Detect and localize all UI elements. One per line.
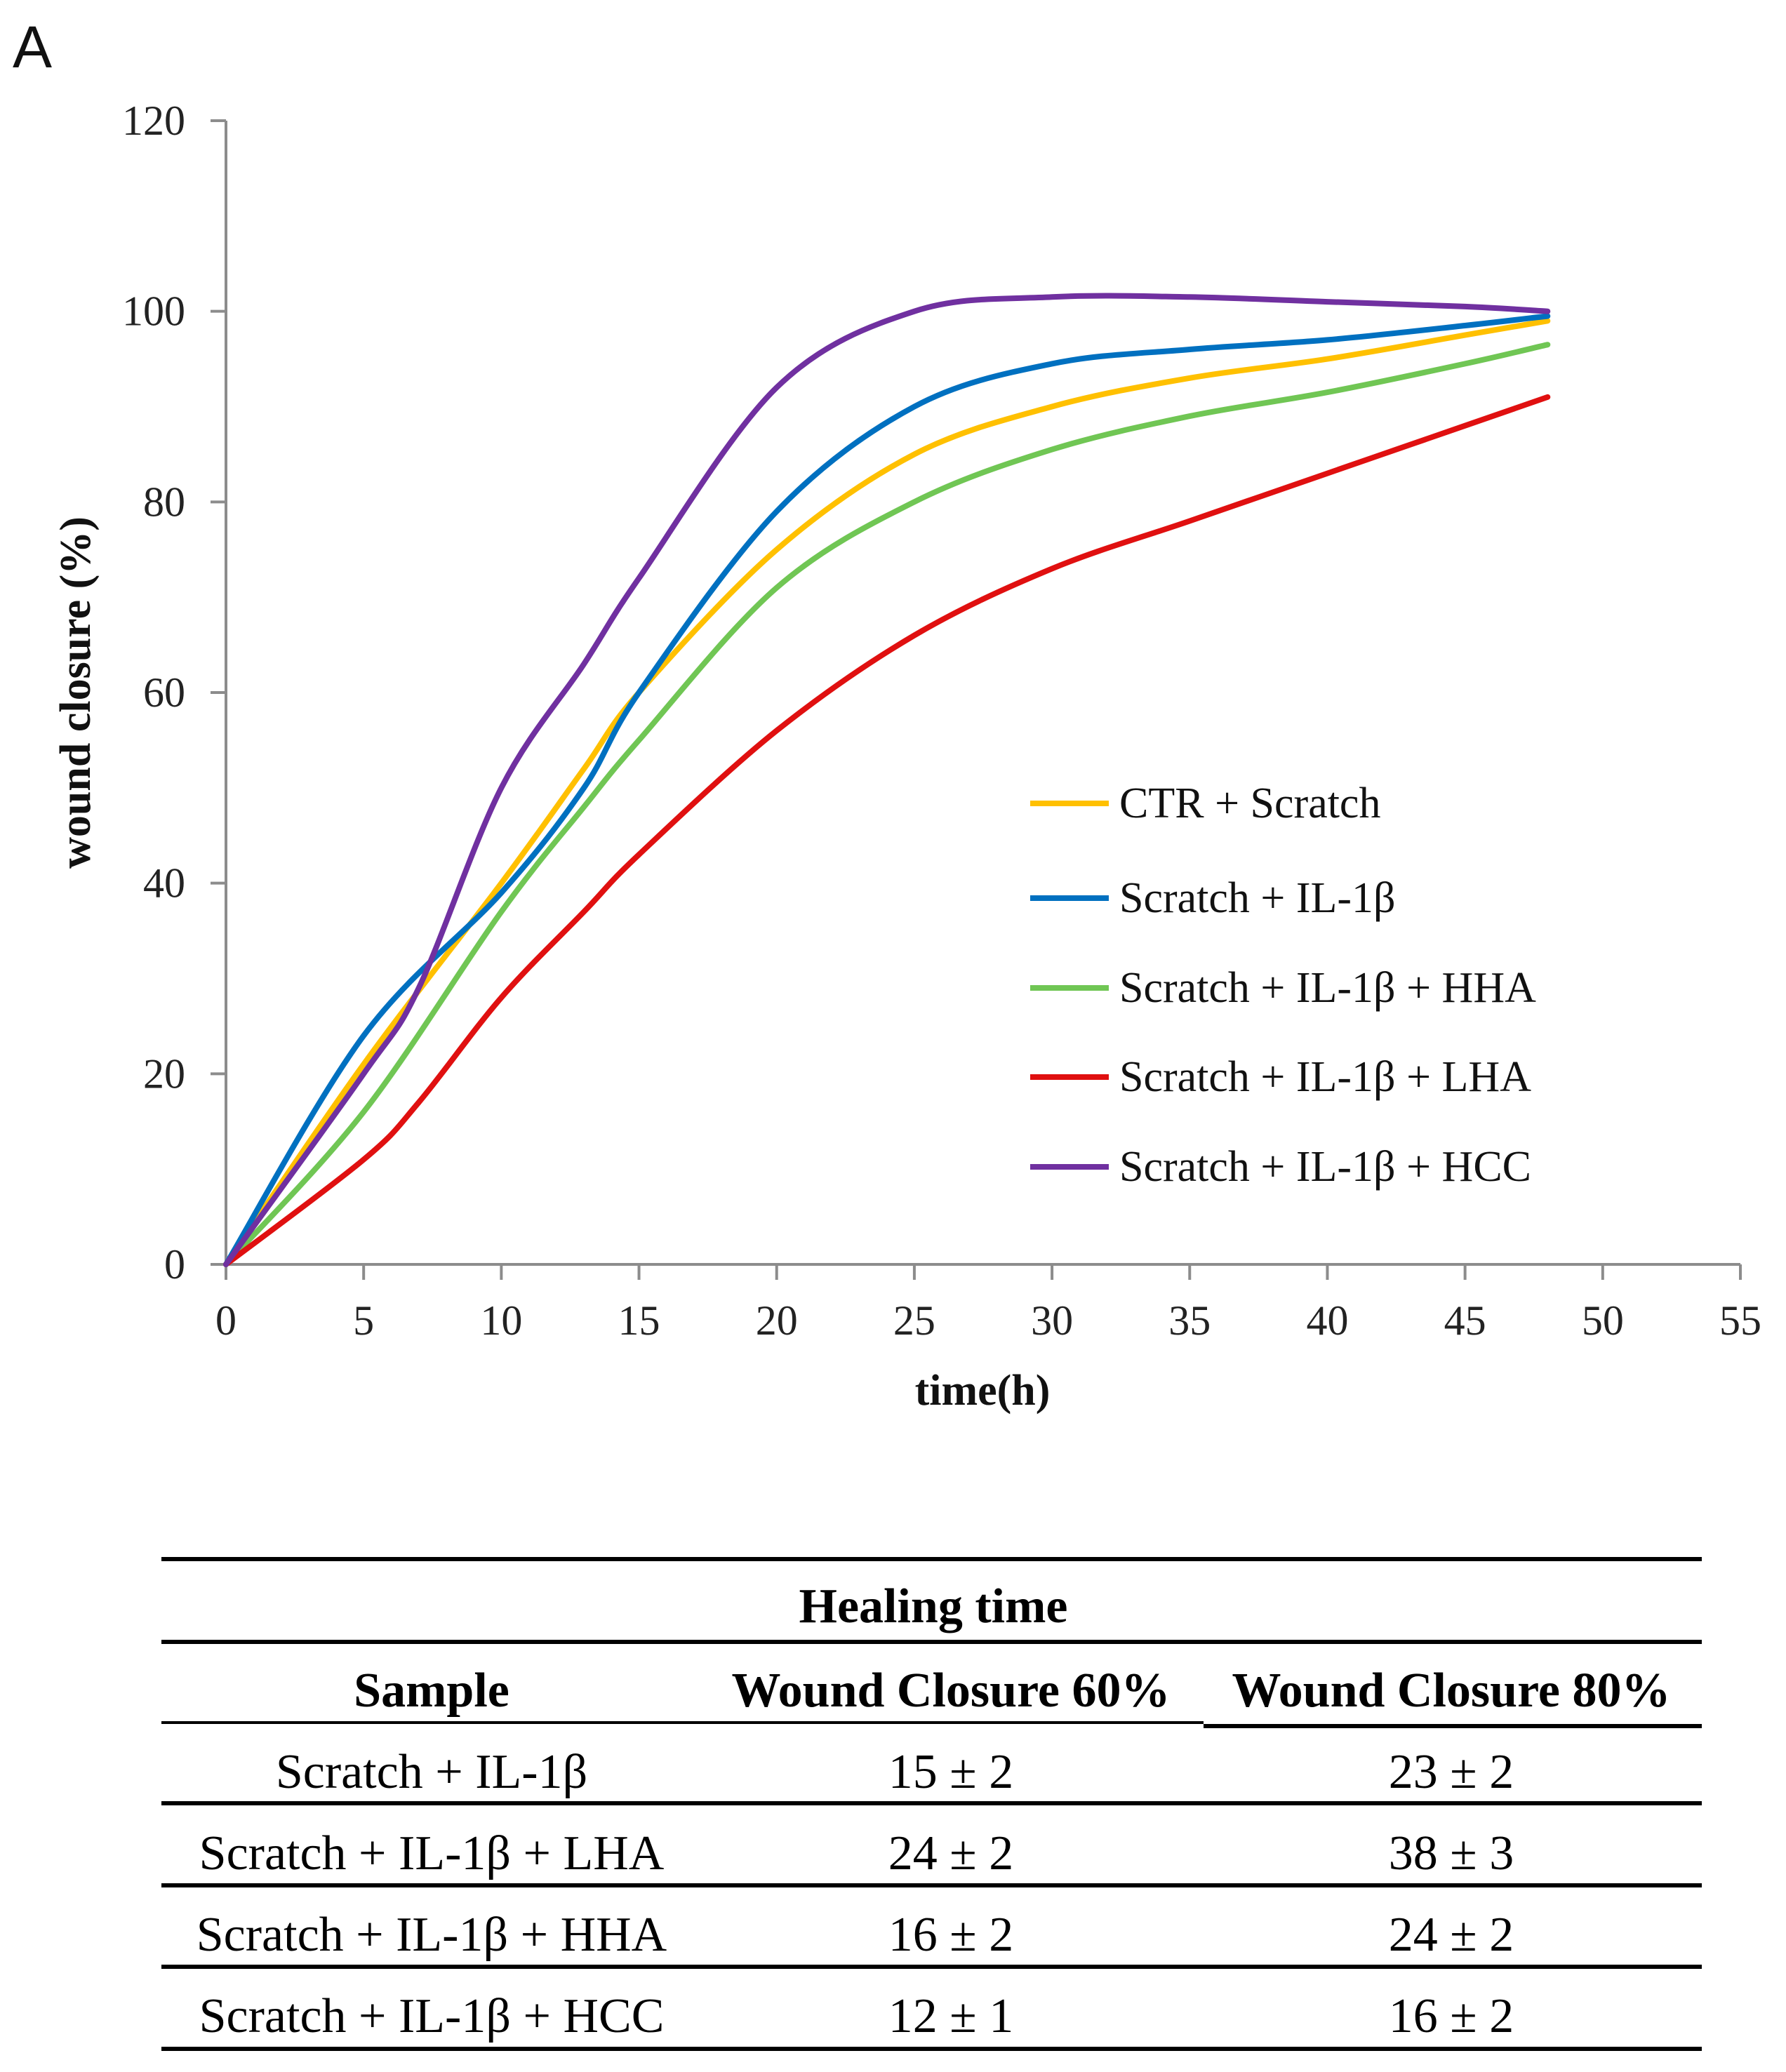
x-tick-label: 20	[756, 1297, 798, 1344]
y-tick-label: 100	[122, 288, 185, 335]
y-tick-label: 40	[143, 860, 185, 907]
series-line-scratch-il-1-hha	[223, 342, 1551, 1267]
x-tick-label: 30	[1031, 1297, 1073, 1344]
x-tick-label: 40	[1306, 1297, 1348, 1344]
x-tick-label: 50	[1582, 1297, 1624, 1344]
y-tick-label: 60	[143, 669, 185, 716]
table-cell-closure-60: 16 ± 2	[888, 1908, 1013, 1962]
panel-label: A	[13, 14, 52, 80]
x-tick-label: 55	[1719, 1297, 1761, 1344]
legend-label: Scratch + IL-1β	[1119, 874, 1396, 922]
chart-legend: CTR + Scratch Scratch + IL-1β Scratch + IL…	[1030, 780, 1536, 1191]
table-cell-sample: Scratch + IL-1β + HHA	[196, 1908, 667, 1962]
table-cell-closure-80: 16 ± 2	[1389, 1989, 1514, 2043]
y-tick-label: 80	[143, 479, 185, 525]
table-cell-closure-80: 38 ± 3	[1389, 1826, 1514, 1880]
x-tick-label: 35	[1168, 1297, 1211, 1344]
x-tick-label: 0	[215, 1297, 236, 1344]
y-tick-label: 20	[143, 1050, 185, 1097]
table-cell-closure-80: 23 ± 2	[1389, 1745, 1514, 1799]
table-header-wound-closure-80: Wound Closure 80%	[1232, 1664, 1671, 1718]
series-line-scratch-il-1	[223, 313, 1551, 1267]
legend-label: Scratch + IL-1β + HCC	[1119, 1143, 1531, 1191]
y-tick-label: 0	[164, 1241, 185, 1288]
y-tick-label: 120	[122, 98, 185, 144]
table-title: Healing time	[799, 1579, 1068, 1633]
x-tick-label: 45	[1444, 1297, 1486, 1344]
x-axis-ticks: 0 5 10 15 20 25 30 35 40 45 50 55	[215, 1264, 1761, 1344]
table-header-sample: Sample	[354, 1664, 509, 1718]
healing-time-table: Healing time Sample Wound Closure 60% Wo…	[161, 1557, 1702, 2051]
table-cell-closure-60: 15 ± 2	[888, 1745, 1013, 1799]
series-lines	[223, 293, 1551, 1267]
table-cell-closure-60: 24 ± 2	[888, 1826, 1013, 1880]
table-header-wound-closure-60: Wound Closure 60%	[732, 1664, 1171, 1718]
series-line-ctr-scratch	[223, 318, 1551, 1267]
legend-label: Scratch + IL-1β + HHA	[1119, 964, 1536, 1012]
legend-label: CTR + Scratch	[1119, 780, 1380, 827]
table-cell-sample: Scratch + IL-1β	[276, 1745, 587, 1799]
table-cell-sample: Scratch + IL-1β + LHA	[199, 1826, 665, 1880]
line-chart: 0 20 40 60 80 100 120 0 5 10 15 20 25 30 35 40 45 50 55 t…	[52, 98, 1761, 1415]
table-cell-closure-80: 24 ± 2	[1389, 1908, 1514, 1962]
series-line-scratch-il-1-lha	[223, 394, 1551, 1267]
table-cell-sample: Scratch + IL-1β + HCC	[199, 1989, 665, 2043]
x-tick-label: 25	[893, 1297, 935, 1344]
legend-label: Scratch + IL-1β + LHA	[1119, 1053, 1531, 1101]
x-tick-label: 5	[353, 1297, 374, 1344]
x-tick-label: 15	[618, 1297, 660, 1344]
table-cell-closure-60: 12 ± 1	[888, 1989, 1013, 2043]
x-axis-title: time(h)	[915, 1367, 1051, 1415]
x-tick-label: 10	[480, 1297, 522, 1344]
series-line-scratch-il-1-hcc	[223, 293, 1551, 1267]
y-axis-title: wound closure (%)	[52, 516, 100, 869]
y-axis-ticks: 0 20 40 60 80 100 120	[122, 98, 226, 1288]
